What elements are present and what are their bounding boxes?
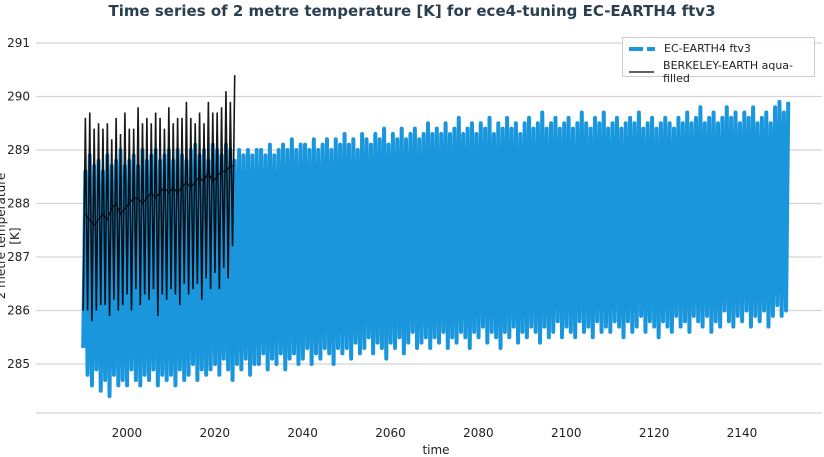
y-tick-label: 287	[7, 250, 30, 264]
x-tick-label: 2120	[639, 426, 670, 440]
chart-title: Time series of 2 metre temperature [K] f…	[108, 2, 716, 20]
legend-label: BERKELEY-EARTH aqua-filled	[663, 59, 794, 85]
x-tick-label: 2020	[200, 426, 231, 440]
legend-label: EC-EARTH4 ftv3	[664, 42, 751, 55]
legend: EC-EARTH4 ftv3 BERKELEY-EARTH aqua-fille…	[622, 37, 815, 85]
x-tick-label: 2040	[287, 426, 318, 440]
x-tick-label: 2140	[727, 426, 758, 440]
legend-swatch-blue	[629, 46, 655, 51]
x-tick-label: 2000	[112, 426, 143, 440]
legend-swatch-black	[629, 71, 655, 73]
x-tick-label: 2080	[463, 426, 494, 440]
y-tick-label: 291	[7, 36, 30, 50]
series-line-berkeley	[82, 75, 236, 322]
x-tick-label: 2100	[551, 426, 582, 440]
legend-item-berkeley: BERKELEY-EARTH aqua-filled	[629, 59, 814, 85]
x-axis-label: time	[422, 443, 450, 457]
y-tick-label: 285	[7, 357, 30, 371]
y-tick-label: 288	[7, 197, 30, 211]
y-tick-label: 289	[7, 143, 30, 157]
y-tick-label: 290	[7, 90, 30, 104]
series-line-berkeley-mean	[84, 165, 235, 226]
legend-item-ecearth: EC-EARTH4 ftv3	[629, 42, 751, 55]
x-tick-label: 2060	[375, 426, 406, 440]
y-tick-label: 286	[7, 304, 30, 318]
